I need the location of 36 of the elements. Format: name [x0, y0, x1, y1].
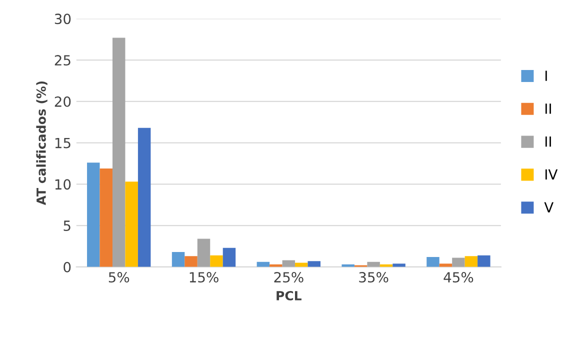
legend-label: II — [545, 136, 551, 147]
bar — [210, 255, 223, 267]
bar — [452, 258, 465, 267]
bar — [308, 261, 320, 267]
bar — [138, 128, 151, 267]
x-tick-label: 25% — [274, 272, 304, 283]
x-tick-label: 35% — [359, 272, 388, 283]
x-tick-label: 15% — [190, 272, 218, 283]
bar — [172, 252, 185, 267]
bar — [426, 256, 440, 267]
y-tick-label: 20 — [54, 96, 71, 107]
legend-label: V — [544, 202, 554, 212]
legend-label: IV — [545, 169, 558, 180]
bar — [197, 238, 210, 267]
legend-label: II — [545, 104, 551, 114]
bar — [367, 262, 380, 267]
bar — [87, 162, 100, 267]
x-tick-label: 45% — [444, 272, 474, 283]
bar — [464, 256, 478, 267]
bar — [222, 248, 236, 267]
x-tick-label: 5% — [108, 272, 130, 283]
y-tick-label: 25 — [54, 55, 70, 66]
bar — [100, 168, 112, 267]
y-tick-label: 0 — [64, 262, 71, 272]
bar — [392, 264, 406, 267]
bar — [112, 38, 126, 267]
legend-label: I — [545, 70, 547, 81]
bar — [125, 182, 138, 267]
y-tick-label: 5 — [64, 220, 70, 232]
y-tick-label: 30 — [54, 14, 71, 24]
bar — [184, 256, 198, 267]
x-axis-title: PCL — [276, 290, 302, 300]
y-tick-label: 10 — [55, 179, 71, 190]
y-axis-title: AT calificados (%) — [36, 81, 48, 206]
bar — [478, 255, 490, 267]
y-tick-label: 15 — [55, 138, 70, 148]
